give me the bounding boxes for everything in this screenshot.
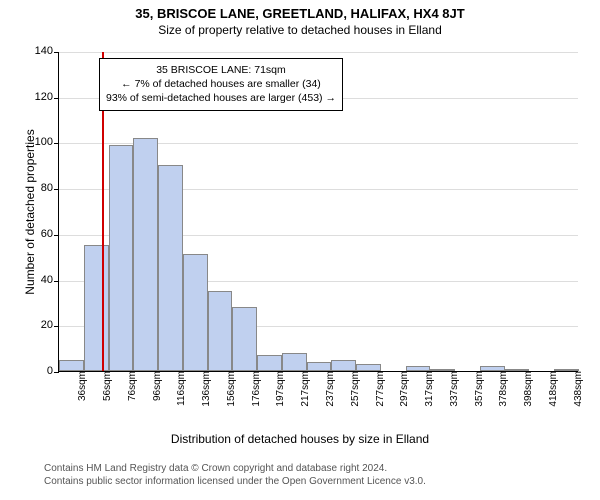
histogram-bar bbox=[282, 353, 307, 371]
x-axis-label: Distribution of detached houses by size … bbox=[0, 432, 600, 446]
xtick-label: 156sqm bbox=[224, 371, 237, 407]
histogram-bar bbox=[59, 360, 84, 371]
xtick-label: 176sqm bbox=[249, 371, 262, 407]
xtick-label: 398sqm bbox=[521, 371, 534, 407]
histogram-bar bbox=[257, 355, 282, 371]
annotation-line: 93% of semi-detached houses are larger (… bbox=[106, 91, 336, 105]
xtick-label: 378sqm bbox=[496, 371, 509, 407]
xtick-label: 96sqm bbox=[150, 371, 163, 401]
histogram-bar bbox=[158, 165, 183, 371]
xtick-label: 56sqm bbox=[100, 371, 113, 401]
ytick-label: 100 bbox=[35, 136, 59, 148]
xtick-label: 237sqm bbox=[323, 371, 336, 407]
chart-area: 0 20 40 60 80 100 120 140 36sqm 56sqm 76sqm 96sqm 11… bbox=[0, 0, 600, 500]
ytick-label: 20 bbox=[41, 319, 59, 331]
ytick-label: 60 bbox=[41, 228, 59, 240]
xtick-label: 76sqm bbox=[125, 371, 138, 401]
xtick-label: 418sqm bbox=[546, 371, 559, 407]
ytick-label: 120 bbox=[35, 91, 59, 103]
xtick-label: 257sqm bbox=[348, 371, 361, 407]
histogram-bar bbox=[183, 254, 208, 371]
footer-attribution: Contains HM Land Registry data © Crown c… bbox=[44, 462, 426, 488]
xtick-label: 36sqm bbox=[75, 371, 88, 401]
xtick-label: 197sqm bbox=[273, 371, 286, 407]
xtick-label: 297sqm bbox=[397, 371, 410, 407]
xtick-label: 438sqm bbox=[571, 371, 584, 407]
annotation-line: ← 7% of detached houses are smaller (34) bbox=[106, 77, 336, 91]
xtick-label: 317sqm bbox=[422, 371, 435, 407]
ytick-label: 40 bbox=[41, 274, 59, 286]
histogram-bar bbox=[84, 245, 109, 371]
histogram-bar bbox=[356, 364, 381, 371]
annotation-box: 35 BRISCOE LANE: 71sqm← 7% of detached h… bbox=[99, 58, 343, 111]
ytick-label: 80 bbox=[41, 182, 59, 194]
footer-line-1: Contains HM Land Registry data © Crown c… bbox=[44, 462, 426, 475]
xtick-label: 357sqm bbox=[472, 371, 485, 407]
histogram-bar bbox=[331, 360, 356, 371]
histogram-bar bbox=[208, 291, 233, 371]
y-axis-label: Number of detached properties bbox=[23, 112, 37, 312]
histogram-bar bbox=[109, 145, 134, 371]
histogram-bar bbox=[133, 138, 158, 371]
footer-line-2: Contains public sector information licen… bbox=[44, 475, 426, 488]
xtick-label: 136sqm bbox=[199, 371, 212, 407]
ytick-label: 140 bbox=[35, 45, 59, 57]
plot-region: 02040608010012014036sqm56sqm76sqm96sqm11… bbox=[58, 52, 578, 372]
xtick-label: 337sqm bbox=[447, 371, 460, 407]
xtick-label: 116sqm bbox=[174, 371, 187, 406]
xtick-label: 217sqm bbox=[298, 371, 311, 407]
xtick-label: 277sqm bbox=[373, 371, 386, 407]
ytick-label: 0 bbox=[47, 365, 59, 377]
annotation-line: 35 BRISCOE LANE: 71sqm bbox=[106, 63, 336, 77]
gridline bbox=[59, 52, 578, 53]
histogram-bar bbox=[232, 307, 257, 371]
histogram-bar bbox=[307, 362, 332, 371]
